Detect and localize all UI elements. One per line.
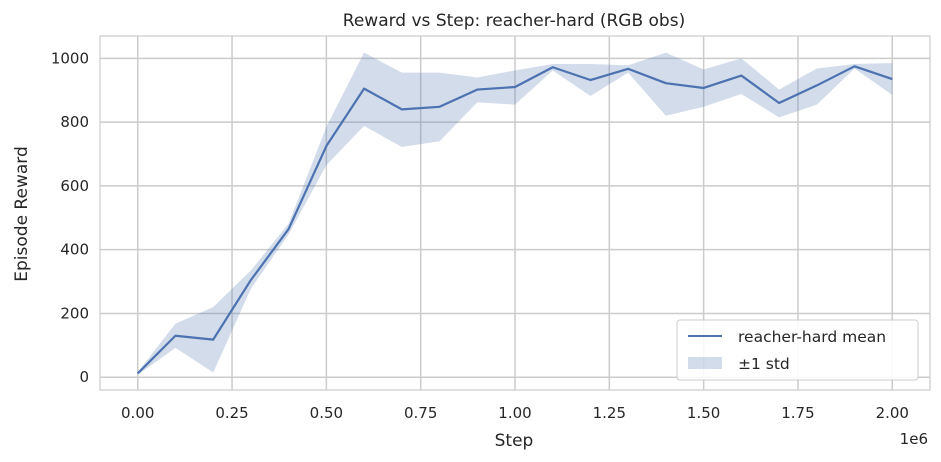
legend-band-swatch [688, 357, 722, 369]
std-band [137, 52, 893, 375]
x-tick-label: 1.25 [593, 404, 626, 422]
plot-frame [99, 35, 931, 391]
x-offset-label: 1e6 [900, 430, 928, 448]
y-axis-label: Episode Reward [12, 146, 32, 281]
chart-title: Reward vs Step: reacher-hard (RGB obs) [343, 11, 685, 31]
y-tick-label: 1000 [51, 49, 89, 67]
legend-box [676, 319, 919, 381]
x-tick-label: 1.00 [498, 404, 531, 422]
x-tick-label: 0.25 [215, 404, 248, 422]
x-tick-label: 0.00 [121, 404, 154, 422]
legend-label-mean: reacher-hard mean [738, 328, 886, 346]
x-axis-label: Step [495, 431, 534, 451]
x-tick-label: 1.75 [781, 404, 814, 422]
y-tick-label: 600 [60, 177, 89, 195]
series-line-mean [136, 65, 893, 375]
tick-labels: 0.00 0.25 0.50 0.75 1.00 1.25 1.50 1.75 2.00 0 200… [51, 49, 909, 422]
x-tick-label: 1.50 [687, 404, 720, 422]
y-tick-label: 800 [60, 113, 89, 131]
y-tick-label: 0 [79, 368, 89, 386]
x-tick-label: 0.75 [404, 404, 437, 422]
mean-line-layer [136, 65, 893, 375]
x-tick-label: 0.50 [310, 404, 343, 422]
legend: reacher-hard mean ±1 std [676, 319, 919, 381]
x-tick-label: 2.00 [876, 404, 909, 422]
legend-label-std: ±1 std [738, 355, 790, 373]
y-tick-label: 200 [60, 304, 89, 322]
std-band-layer [137, 52, 893, 375]
y-tick-label: 400 [60, 241, 89, 259]
